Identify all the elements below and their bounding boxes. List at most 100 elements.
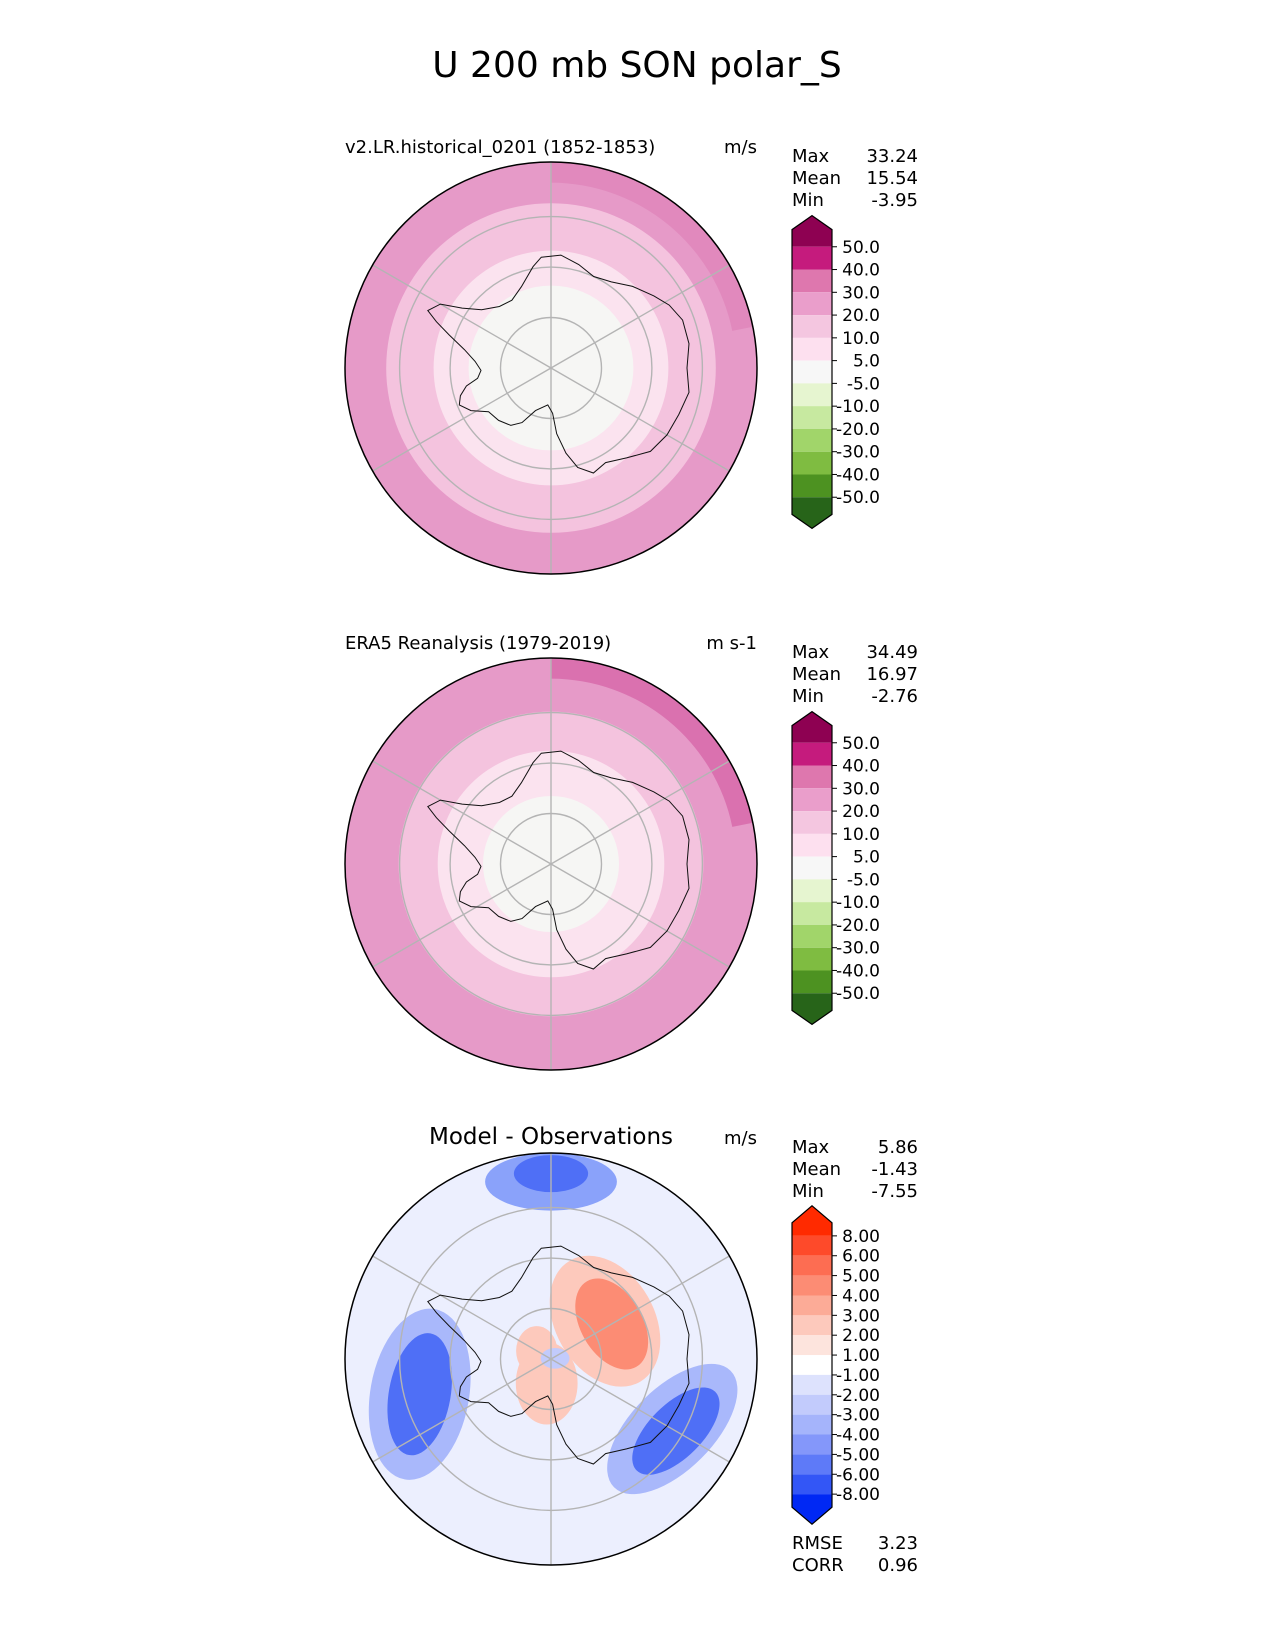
jet-core-band (551, 162, 753, 331)
colorbar-tick-label: 20.0 (842, 802, 880, 822)
colorbar-tick-label: -50.0 (836, 488, 880, 508)
metric-corr-value: 0.96 (878, 1555, 918, 1576)
colorbar-segment (792, 879, 832, 903)
panel-title: Model - Observations (429, 1124, 673, 1150)
colorbar-tick-label: -5.0 (847, 870, 880, 890)
colorbar-segment (792, 1275, 832, 1296)
stat-max-value: 5.86 (878, 1137, 918, 1158)
colorbar-segment (792, 1474, 832, 1495)
colorbar-segment (792, 1494, 832, 1525)
colorbar-segment (792, 1335, 832, 1356)
meridian-line (550, 863, 730, 968)
colorbar-segment (792, 1235, 832, 1256)
colorbar-segment (792, 360, 832, 384)
colorbar-tick-label: -3.00 (836, 1406, 880, 1426)
map-gridlines (372, 1153, 730, 1565)
colorbar-tick-label: 1.00 (842, 1346, 880, 1366)
panel-difference: Model - Observations m/s Max 5.86 Mean -… (344, 1124, 918, 1576)
colorbar-tick-label: 5.0 (853, 848, 880, 868)
panel-units: m/s (724, 1128, 757, 1149)
colorbar-segment (792, 765, 832, 789)
colorbar-tick-label: -10.0 (836, 397, 880, 417)
antarctica-coastline (427, 254, 690, 474)
colorbar-segment (792, 215, 832, 247)
map-boundary (344, 657, 758, 1071)
colorbar-segment (792, 711, 832, 743)
meridian-line (550, 367, 730, 472)
meridian-line (550, 760, 730, 865)
stat-max-value: 33.24 (866, 146, 918, 167)
colorbar-tick-label: 2.00 (842, 1326, 880, 1346)
colorbar-segment (792, 1414, 832, 1435)
colorbar-segment (792, 788, 832, 812)
colorbar-segment (792, 1434, 832, 1455)
stat-mean-value: 15.54 (866, 168, 918, 189)
antarctica-coastline (427, 750, 690, 970)
metric-rmse-label: RMSE (792, 1533, 843, 1554)
colorbar-segment (792, 269, 832, 293)
colorbar-tick-label: -4.00 (836, 1426, 880, 1446)
colorbar-tick-label: 3.00 (842, 1306, 880, 1326)
colorbar-tick-label: -40.0 (836, 962, 880, 982)
colorbar-segment (792, 383, 832, 407)
colorbar-tick-label: -5.00 (836, 1445, 880, 1465)
colorbar: 50.0 40.030.0 20.0 10.0 5.0-5.0 -10.0 -20.0 -30… (791, 214, 880, 530)
colorbar-tick-label: 50.0 (842, 734, 880, 754)
colorbar-tick-label: 10.0 (842, 825, 880, 845)
colorbar-tick-label: 50.0 (842, 238, 880, 258)
colorbar-segment (792, 1205, 832, 1236)
colorbar-segment (792, 1454, 832, 1475)
colorbar-segment (792, 337, 832, 361)
panel-model: v2.LR.historical_0201 (1852-1853) m/s Ma… (344, 137, 918, 575)
colorbar-tick-label: 30.0 (842, 283, 880, 303)
map-gridlines (372, 162, 730, 574)
colorbar-segment (792, 246, 832, 270)
stat-max-label: Max (792, 1137, 830, 1158)
colorbar-tick-label: -8.00 (836, 1485, 880, 1505)
colorbar-segment (792, 451, 832, 475)
stats-block: Max 33.24 Mean 15.54 Min -3.95 (792, 146, 918, 211)
figure-title: U 200 mb SON polar_S (432, 45, 841, 86)
stat-mean-value: -1.43 (871, 1159, 918, 1180)
stat-max-label: Max (792, 642, 830, 663)
stat-min-value: -3.95 (871, 190, 918, 211)
colorbar-tick-label: 20.0 (842, 306, 880, 326)
colorbar-segment (792, 902, 832, 925)
colorbar-tick-label: -10.0 (836, 893, 880, 913)
colorbar-segment (792, 993, 832, 1025)
colorbar-tick-label: 5.0 (853, 352, 880, 372)
panel-units: m/s (724, 137, 757, 158)
metric-rmse-value: 3.23 (878, 1533, 918, 1554)
stat-min-label: Min (792, 1181, 824, 1202)
stat-max-label: Max (792, 146, 830, 167)
colorbar-segment (792, 1315, 832, 1336)
stat-mean-value: 16.97 (866, 664, 918, 685)
meridian-line (550, 1255, 730, 1360)
colorbar-segment (792, 924, 832, 948)
meridian-line (372, 1255, 552, 1360)
colorbar-tick-label: -20.0 (836, 916, 880, 936)
meridian-line (372, 264, 552, 369)
colorbar-segment (792, 947, 832, 971)
colorbar-segment (792, 970, 832, 994)
meridian-line (372, 367, 552, 472)
map-gridlines (372, 658, 730, 1070)
colorbar-segment (792, 1394, 832, 1415)
metric-corr-label: CORR (792, 1555, 844, 1576)
colorbar-segment (792, 406, 832, 429)
colorbar-segment (792, 497, 832, 529)
stat-mean-label: Mean (792, 168, 841, 189)
colorbar-tick-label: 10.0 (842, 329, 880, 349)
stat-min-label: Min (792, 190, 824, 211)
map-boundary (344, 161, 758, 575)
colorbar-tick-label: -1.00 (836, 1366, 880, 1386)
stat-max-value: 34.49 (866, 642, 918, 663)
colorbar-tick-label: -40.0 (836, 466, 880, 486)
colorbar-segment (792, 811, 832, 834)
colorbar-tick-label: -2.00 (836, 1386, 880, 1406)
colorbar-tick-label: -50.0 (836, 984, 880, 1004)
stat-mean-label: Mean (792, 1159, 841, 1180)
colorbar-tick-label: 6.00 (842, 1247, 880, 1267)
stats-block: Max 5.86 Mean -1.43 Min -7.55 (792, 1137, 918, 1202)
